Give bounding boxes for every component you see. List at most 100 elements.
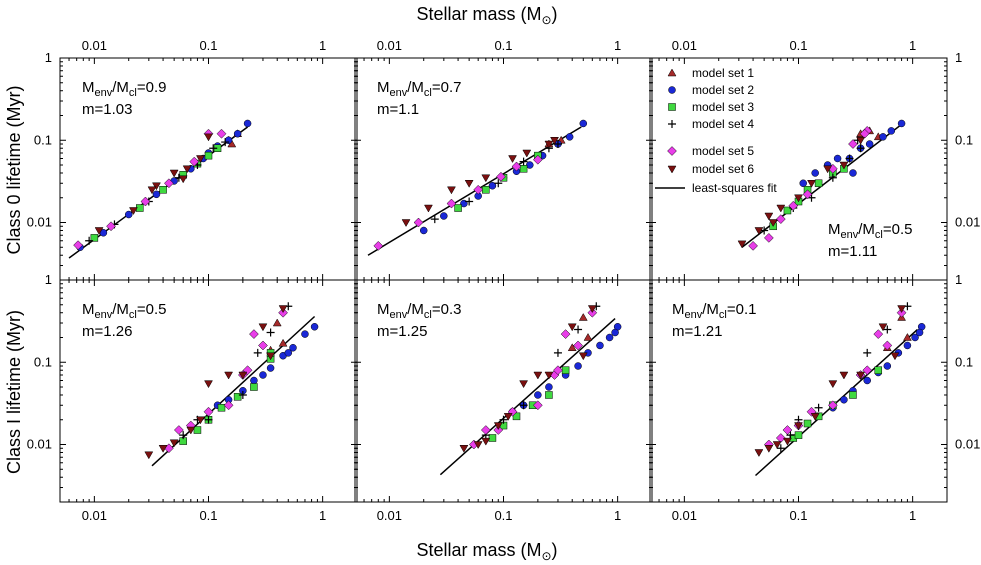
fit-line [741, 122, 904, 248]
data-point [158, 445, 168, 453]
data-point [182, 165, 192, 174]
data-point [553, 348, 562, 357]
data-point [430, 215, 439, 224]
data-point [152, 182, 161, 191]
data-point [179, 431, 188, 440]
data-point [828, 380, 838, 389]
data-point [578, 312, 588, 321]
x-tick-label: 0.1 [199, 38, 217, 53]
x-tick-label: 0.01 [377, 38, 402, 53]
data-point [754, 449, 764, 457]
data-point [508, 155, 517, 164]
data-point [224, 371, 234, 380]
data-point [221, 138, 230, 147]
data-point [465, 197, 474, 206]
data-point [90, 234, 99, 242]
x-tick-label: 1 [614, 38, 621, 53]
data-point [897, 305, 907, 314]
bottom-xlabel-sun: ⊙ [541, 549, 551, 563]
data-point [519, 401, 528, 410]
data-point [216, 128, 227, 139]
data-point [897, 119, 906, 128]
legend-label: model set 4 [692, 117, 754, 131]
legend-swatch-set5 [667, 146, 677, 156]
x-tick-label: 0.01 [82, 38, 107, 53]
data-point [865, 140, 874, 148]
data-point [189, 156, 200, 167]
data-point [266, 364, 275, 372]
data-point [565, 133, 574, 141]
data-point [828, 173, 837, 182]
data-point [278, 338, 288, 347]
legend-label: model set 6 [692, 162, 754, 176]
data-point [587, 305, 597, 314]
legend-label: model set 1 [692, 66, 754, 80]
x-tick-label: 1 [319, 38, 326, 53]
panel-class0-0.9: 0.01 0.1 1 1 0.1 0.01 Menv/Mcl=0.9 m=1.03 [27, 38, 358, 281]
series-set6 [401, 137, 559, 228]
top-xlabel-sun: ⊙ [541, 13, 551, 27]
data-point [447, 186, 456, 195]
data-point [223, 400, 234, 411]
data-point [783, 437, 792, 446]
data-point [788, 200, 799, 211]
series-set2 [213, 323, 319, 410]
data-point [890, 352, 900, 361]
data-point [440, 212, 448, 220]
x-tick-label: 1 [909, 508, 916, 523]
x-tick-label: 0.01 [377, 508, 402, 523]
panel-ticks [649, 279, 948, 503]
data-point [605, 333, 614, 342]
data-point [204, 133, 213, 142]
data-point [862, 365, 873, 376]
data-point [464, 180, 474, 188]
x-tick-label: 0.1 [494, 38, 512, 53]
data-point [553, 140, 562, 149]
data-point [811, 169, 819, 177]
data-point [196, 416, 205, 425]
y-tick-label: 0.1 [955, 354, 973, 369]
series-set6 [459, 305, 597, 453]
x-tick-label: 1 [909, 38, 916, 53]
data-point [579, 119, 588, 128]
top-xlabel: Stellar mass (M⊙) [416, 4, 557, 27]
fit-line [439, 317, 616, 476]
data-point [533, 371, 543, 380]
data-point [129, 207, 138, 215]
panel-slope-label: m=1.21 [672, 323, 722, 340]
legend-label: model set 3 [692, 100, 754, 114]
data-point [810, 413, 820, 421]
series-set5 [164, 307, 288, 454]
series-set6 [94, 133, 213, 235]
panel-ticks [354, 279, 653, 503]
series-set4 [179, 302, 293, 440]
data-point [289, 344, 297, 352]
data-point [533, 400, 543, 411]
data-point [238, 371, 248, 380]
data-point [807, 180, 816, 188]
data-point [856, 371, 866, 380]
data-point [883, 362, 892, 370]
data-point [481, 437, 491, 446]
panel-class0-0.7: 0.01 0.1 1 Menv/Mcl=0.7 m=1.1 [354, 38, 653, 281]
y-tick-label: 1 [955, 272, 962, 287]
legend-swatch-set6 [667, 165, 677, 174]
x-tick-label: 1 [614, 508, 621, 523]
data-point [250, 383, 258, 391]
data-point [799, 179, 807, 188]
data-point [567, 323, 577, 332]
data-point [802, 189, 813, 200]
data-point [856, 144, 865, 153]
legend-label: model set 5 [692, 144, 754, 158]
y-tick-label: 1 [45, 50, 52, 65]
row1-ylabel: Class I lifetime (Myr) [4, 310, 24, 474]
data-point [73, 240, 83, 251]
data-point [874, 366, 883, 374]
legend-swatch-set4 [668, 120, 676, 128]
data-point [496, 171, 506, 182]
data-point [794, 422, 803, 431]
panel-ratio-label: Menv/Mcl=0.5 [828, 221, 913, 241]
data-point [413, 217, 424, 228]
data-point [258, 323, 268, 332]
y-tick-label: 0.01 [27, 437, 52, 452]
